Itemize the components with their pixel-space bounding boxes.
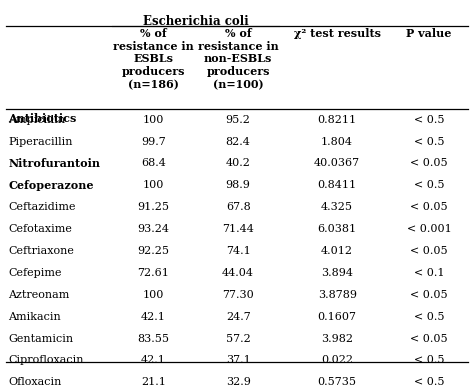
Text: 3.8789: 3.8789 xyxy=(318,290,356,300)
Text: < 0.05: < 0.05 xyxy=(410,333,448,343)
Text: 95.2: 95.2 xyxy=(226,115,251,124)
Text: 40.2: 40.2 xyxy=(226,158,251,168)
Text: 42.1: 42.1 xyxy=(141,356,166,365)
Text: 42.1: 42.1 xyxy=(141,312,166,322)
Text: 68.4: 68.4 xyxy=(141,158,166,168)
Text: Piperacillin: Piperacillin xyxy=(9,137,73,147)
Text: 74.1: 74.1 xyxy=(226,246,251,256)
Text: 71.44: 71.44 xyxy=(222,224,254,234)
Text: < 0.05: < 0.05 xyxy=(410,246,448,256)
Text: Ofloxacin: Ofloxacin xyxy=(9,377,62,387)
Text: 99.7: 99.7 xyxy=(141,137,166,147)
Text: 93.24: 93.24 xyxy=(137,224,169,234)
Text: < 0.5: < 0.5 xyxy=(414,312,444,322)
Text: 3.894: 3.894 xyxy=(321,268,353,278)
Text: < 0.05: < 0.05 xyxy=(410,158,448,168)
Text: Ciprofloxacin: Ciprofloxacin xyxy=(9,356,84,365)
Text: 37.1: 37.1 xyxy=(226,356,251,365)
Text: χ² test results: χ² test results xyxy=(293,28,381,39)
Text: 0.022: 0.022 xyxy=(321,356,353,365)
Text: < 0.5: < 0.5 xyxy=(414,115,444,124)
Text: 77.30: 77.30 xyxy=(222,290,254,300)
Text: 44.04: 44.04 xyxy=(222,268,254,278)
Text: < 0.05: < 0.05 xyxy=(410,290,448,300)
Text: < 0.001: < 0.001 xyxy=(407,224,451,234)
Text: Cefotaxime: Cefotaxime xyxy=(9,224,73,234)
Text: 91.25: 91.25 xyxy=(137,202,169,212)
Text: 57.2: 57.2 xyxy=(226,333,251,343)
Text: 0.5735: 0.5735 xyxy=(318,377,356,387)
Text: 21.1: 21.1 xyxy=(141,377,166,387)
Text: < 0.1: < 0.1 xyxy=(414,268,444,278)
Text: 4.325: 4.325 xyxy=(321,202,353,212)
Text: 0.8411: 0.8411 xyxy=(318,180,357,190)
Text: Antibiotics: Antibiotics xyxy=(9,113,77,124)
Text: 24.7: 24.7 xyxy=(226,312,251,322)
Text: 0.1607: 0.1607 xyxy=(318,312,356,322)
Text: Gentamicin: Gentamicin xyxy=(9,333,73,343)
Text: 100: 100 xyxy=(143,115,164,124)
Text: 72.61: 72.61 xyxy=(137,268,169,278)
Text: < 0.5: < 0.5 xyxy=(414,377,444,387)
Text: Ceftriaxone: Ceftriaxone xyxy=(9,246,74,256)
Text: 6.0381: 6.0381 xyxy=(318,224,357,234)
Text: Ampicillin: Ampicillin xyxy=(9,115,65,124)
Text: < 0.5: < 0.5 xyxy=(414,180,444,190)
Text: < 0.5: < 0.5 xyxy=(414,356,444,365)
Text: Nitrofurantoin: Nitrofurantoin xyxy=(9,158,100,169)
Text: 83.55: 83.55 xyxy=(137,333,169,343)
Text: 3.982: 3.982 xyxy=(321,333,353,343)
Text: 4.012: 4.012 xyxy=(321,246,353,256)
Text: 82.4: 82.4 xyxy=(226,137,251,147)
Text: 92.25: 92.25 xyxy=(137,246,169,256)
Text: 0.8211: 0.8211 xyxy=(318,115,357,124)
Text: Cefepime: Cefepime xyxy=(9,268,62,278)
Text: Cefoperazone: Cefoperazone xyxy=(9,180,94,191)
Text: Ceftazidime: Ceftazidime xyxy=(9,202,76,212)
Text: Escherichia coli: Escherichia coli xyxy=(143,15,249,28)
Text: 100: 100 xyxy=(143,180,164,190)
Text: 1.804: 1.804 xyxy=(321,137,353,147)
Text: Aztreonam: Aztreonam xyxy=(9,290,70,300)
Text: % of
resistance in
non-ESBLs
producers
(n=100): % of resistance in non-ESBLs producers (… xyxy=(198,28,279,90)
Text: 32.9: 32.9 xyxy=(226,377,251,387)
Text: 100: 100 xyxy=(143,290,164,300)
Text: Amikacin: Amikacin xyxy=(9,312,61,322)
Text: P value: P value xyxy=(406,28,452,39)
Text: < 0.5: < 0.5 xyxy=(414,137,444,147)
Text: 67.8: 67.8 xyxy=(226,202,251,212)
Text: 98.9: 98.9 xyxy=(226,180,251,190)
Text: < 0.05: < 0.05 xyxy=(410,202,448,212)
Text: 40.0367: 40.0367 xyxy=(314,158,360,168)
Text: % of
resistance in
ESBLs
producers
(n=186): % of resistance in ESBLs producers (n=18… xyxy=(113,28,194,90)
